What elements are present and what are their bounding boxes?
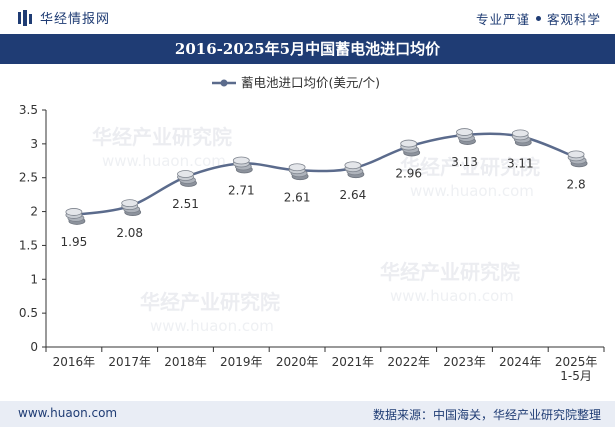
- legend-label: 蓄电池进口均价(美元/个): [241, 75, 380, 90]
- data-label: 1.95: [61, 235, 88, 249]
- legend: 蓄电池进口均价(美元/个): [212, 75, 380, 90]
- data-label: 2.71: [228, 183, 255, 197]
- x-tick-label: 2022年: [387, 355, 430, 369]
- data-point-coin-icon: [457, 129, 476, 145]
- data-point-coin-icon: [512, 130, 531, 146]
- tagline-right: 客观科学: [547, 9, 601, 28]
- x-tick-label: 2021年: [332, 355, 375, 369]
- data-label: 3.13: [451, 155, 478, 169]
- data-label: 2.51: [172, 197, 199, 211]
- x-tick-label: 2019年: [220, 355, 263, 369]
- y-tick-label: 1.5: [19, 238, 38, 252]
- x-tick-label: 2020年: [276, 355, 319, 369]
- data-label: 3.11: [507, 156, 534, 170]
- data-label: 2.8: [567, 177, 586, 191]
- y-tick-label: 3: [30, 137, 38, 151]
- y-tick-label: 2: [30, 205, 38, 219]
- top-bar: 华经情报网 专业严谨 客观科学: [0, 0, 615, 34]
- data-point-coin-icon: [233, 157, 252, 173]
- x-tick-label: 2018年: [164, 355, 207, 369]
- watermark-text: 华经产业研究院: [380, 260, 520, 284]
- data-label: 2.64: [340, 188, 367, 202]
- data-label: 2.61: [284, 190, 311, 204]
- footer-website-link[interactable]: www.huaon.com: [18, 406, 117, 420]
- watermark-url: www.huaon.com: [390, 287, 514, 305]
- x-tick-label: 2024年: [499, 355, 542, 369]
- watermark-text: 华经产业研究院: [140, 290, 280, 314]
- watermark-text: 华经产业研究院: [92, 125, 232, 149]
- x-tick-label: 2016年: [53, 355, 96, 369]
- y-tick-label: 0: [30, 340, 38, 354]
- watermark-url: www.huaon.com: [102, 152, 226, 170]
- y-tick-label: 2.5: [19, 171, 38, 185]
- legend-marker-icon: [221, 80, 228, 87]
- brand-logo-icon: [18, 10, 32, 26]
- data-point-coin-icon: [66, 208, 85, 224]
- data-point-coin-icon: [289, 164, 308, 180]
- line-chart: 华经产业研究院 www.huaon.com 华经产业研究院 www.huaon.com…: [0, 64, 615, 401]
- brand-name: 华经情报网: [40, 8, 110, 27]
- chart-title: 2016-2025年5月中国蓄电池进口均价: [0, 34, 615, 64]
- y-tick-label: 3.5: [19, 103, 38, 117]
- tagline: 专业严谨 客观科学: [476, 9, 601, 28]
- tagline-dot-icon: [536, 16, 541, 21]
- footer-source: 数据来源：中国海关，华经产业研究院整理: [373, 406, 601, 423]
- footer: www.huaon.com 数据来源：中国海关，华经产业研究院整理: [0, 401, 615, 427]
- watermark-url: www.huaon.com: [410, 182, 534, 200]
- x-tick-label: 1-5月: [560, 369, 592, 383]
- x-tick-label: 2023年: [443, 355, 486, 369]
- data-label: 2.96: [395, 167, 422, 181]
- data-point-coin-icon: [568, 151, 587, 167]
- x-tick-label: 2017年: [108, 355, 151, 369]
- y-tick-label: 0.5: [19, 306, 38, 320]
- data-point-coin-icon: [345, 162, 364, 178]
- x-tick-label: 2025年: [555, 355, 598, 369]
- y-tick-label: 1: [30, 272, 38, 286]
- data-label: 2.08: [116, 226, 143, 240]
- data-point-coin-icon: [401, 140, 420, 156]
- tagline-left: 专业严谨: [476, 9, 530, 28]
- watermark-url: www.huaon.com: [150, 317, 274, 335]
- brand[interactable]: 华经情报网: [18, 8, 110, 27]
